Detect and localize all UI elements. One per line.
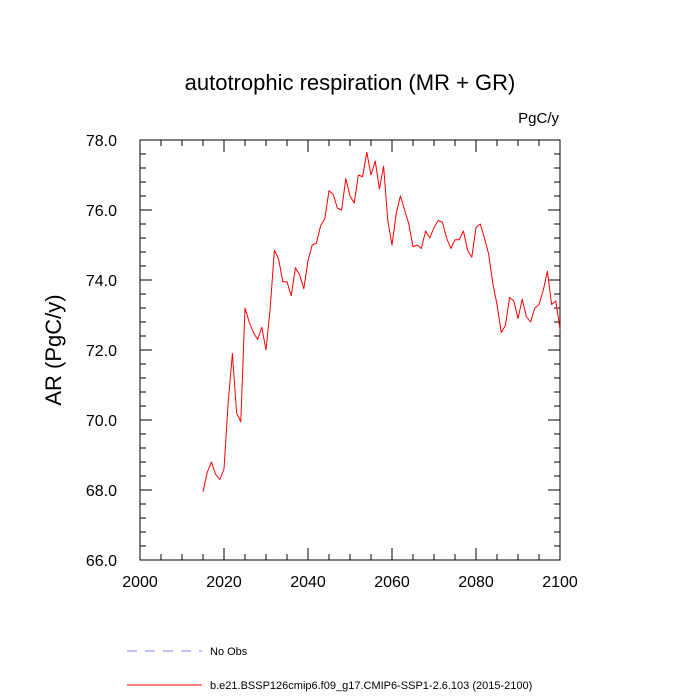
- legend: No Obs b.e21.BSSP126cmip6.f09_g17.CMIP6-…: [127, 646, 532, 692]
- axis-ticks: [139, 139, 561, 561]
- x-tick-label: 2060: [374, 574, 410, 591]
- y-tick-label: 78.0: [86, 133, 117, 150]
- x-tick-label: 2040: [290, 574, 326, 591]
- legend-label-model: b.e21.BSSP126cmip6.f09_g17.CMIP6-SSP1-2.…: [210, 680, 532, 692]
- y-tick-label: 68.0: [86, 483, 117, 500]
- chart-title: autotrophic respiration (MR + GR): [185, 70, 516, 95]
- series-line-0: [202, 151, 561, 492]
- legend-label-no-obs: No Obs: [210, 646, 248, 658]
- y-tick-label: 70.0: [86, 413, 117, 430]
- y-tick-label: 66.0: [86, 553, 117, 570]
- x-tick-label: 2100: [542, 574, 578, 591]
- units-label: PgC/y: [518, 110, 559, 127]
- y-tick-label: 76.0: [86, 203, 117, 220]
- y-tick-label: 72.0: [86, 343, 117, 360]
- data-series: [202, 151, 561, 492]
- y-axis-label: AR (PgC/y): [41, 294, 66, 405]
- x-tick-label: 2080: [458, 574, 494, 591]
- x-tick-label: 2020: [206, 574, 242, 591]
- plot-frame: [139, 139, 561, 561]
- x-tick-label: 2000: [122, 574, 158, 591]
- y-tick-label: 74.0: [86, 273, 117, 290]
- axis-tick-labels: 2000 2020 2040 2060 2080 2100 66.0 68.0 70.0 72.0…: [86, 133, 578, 591]
